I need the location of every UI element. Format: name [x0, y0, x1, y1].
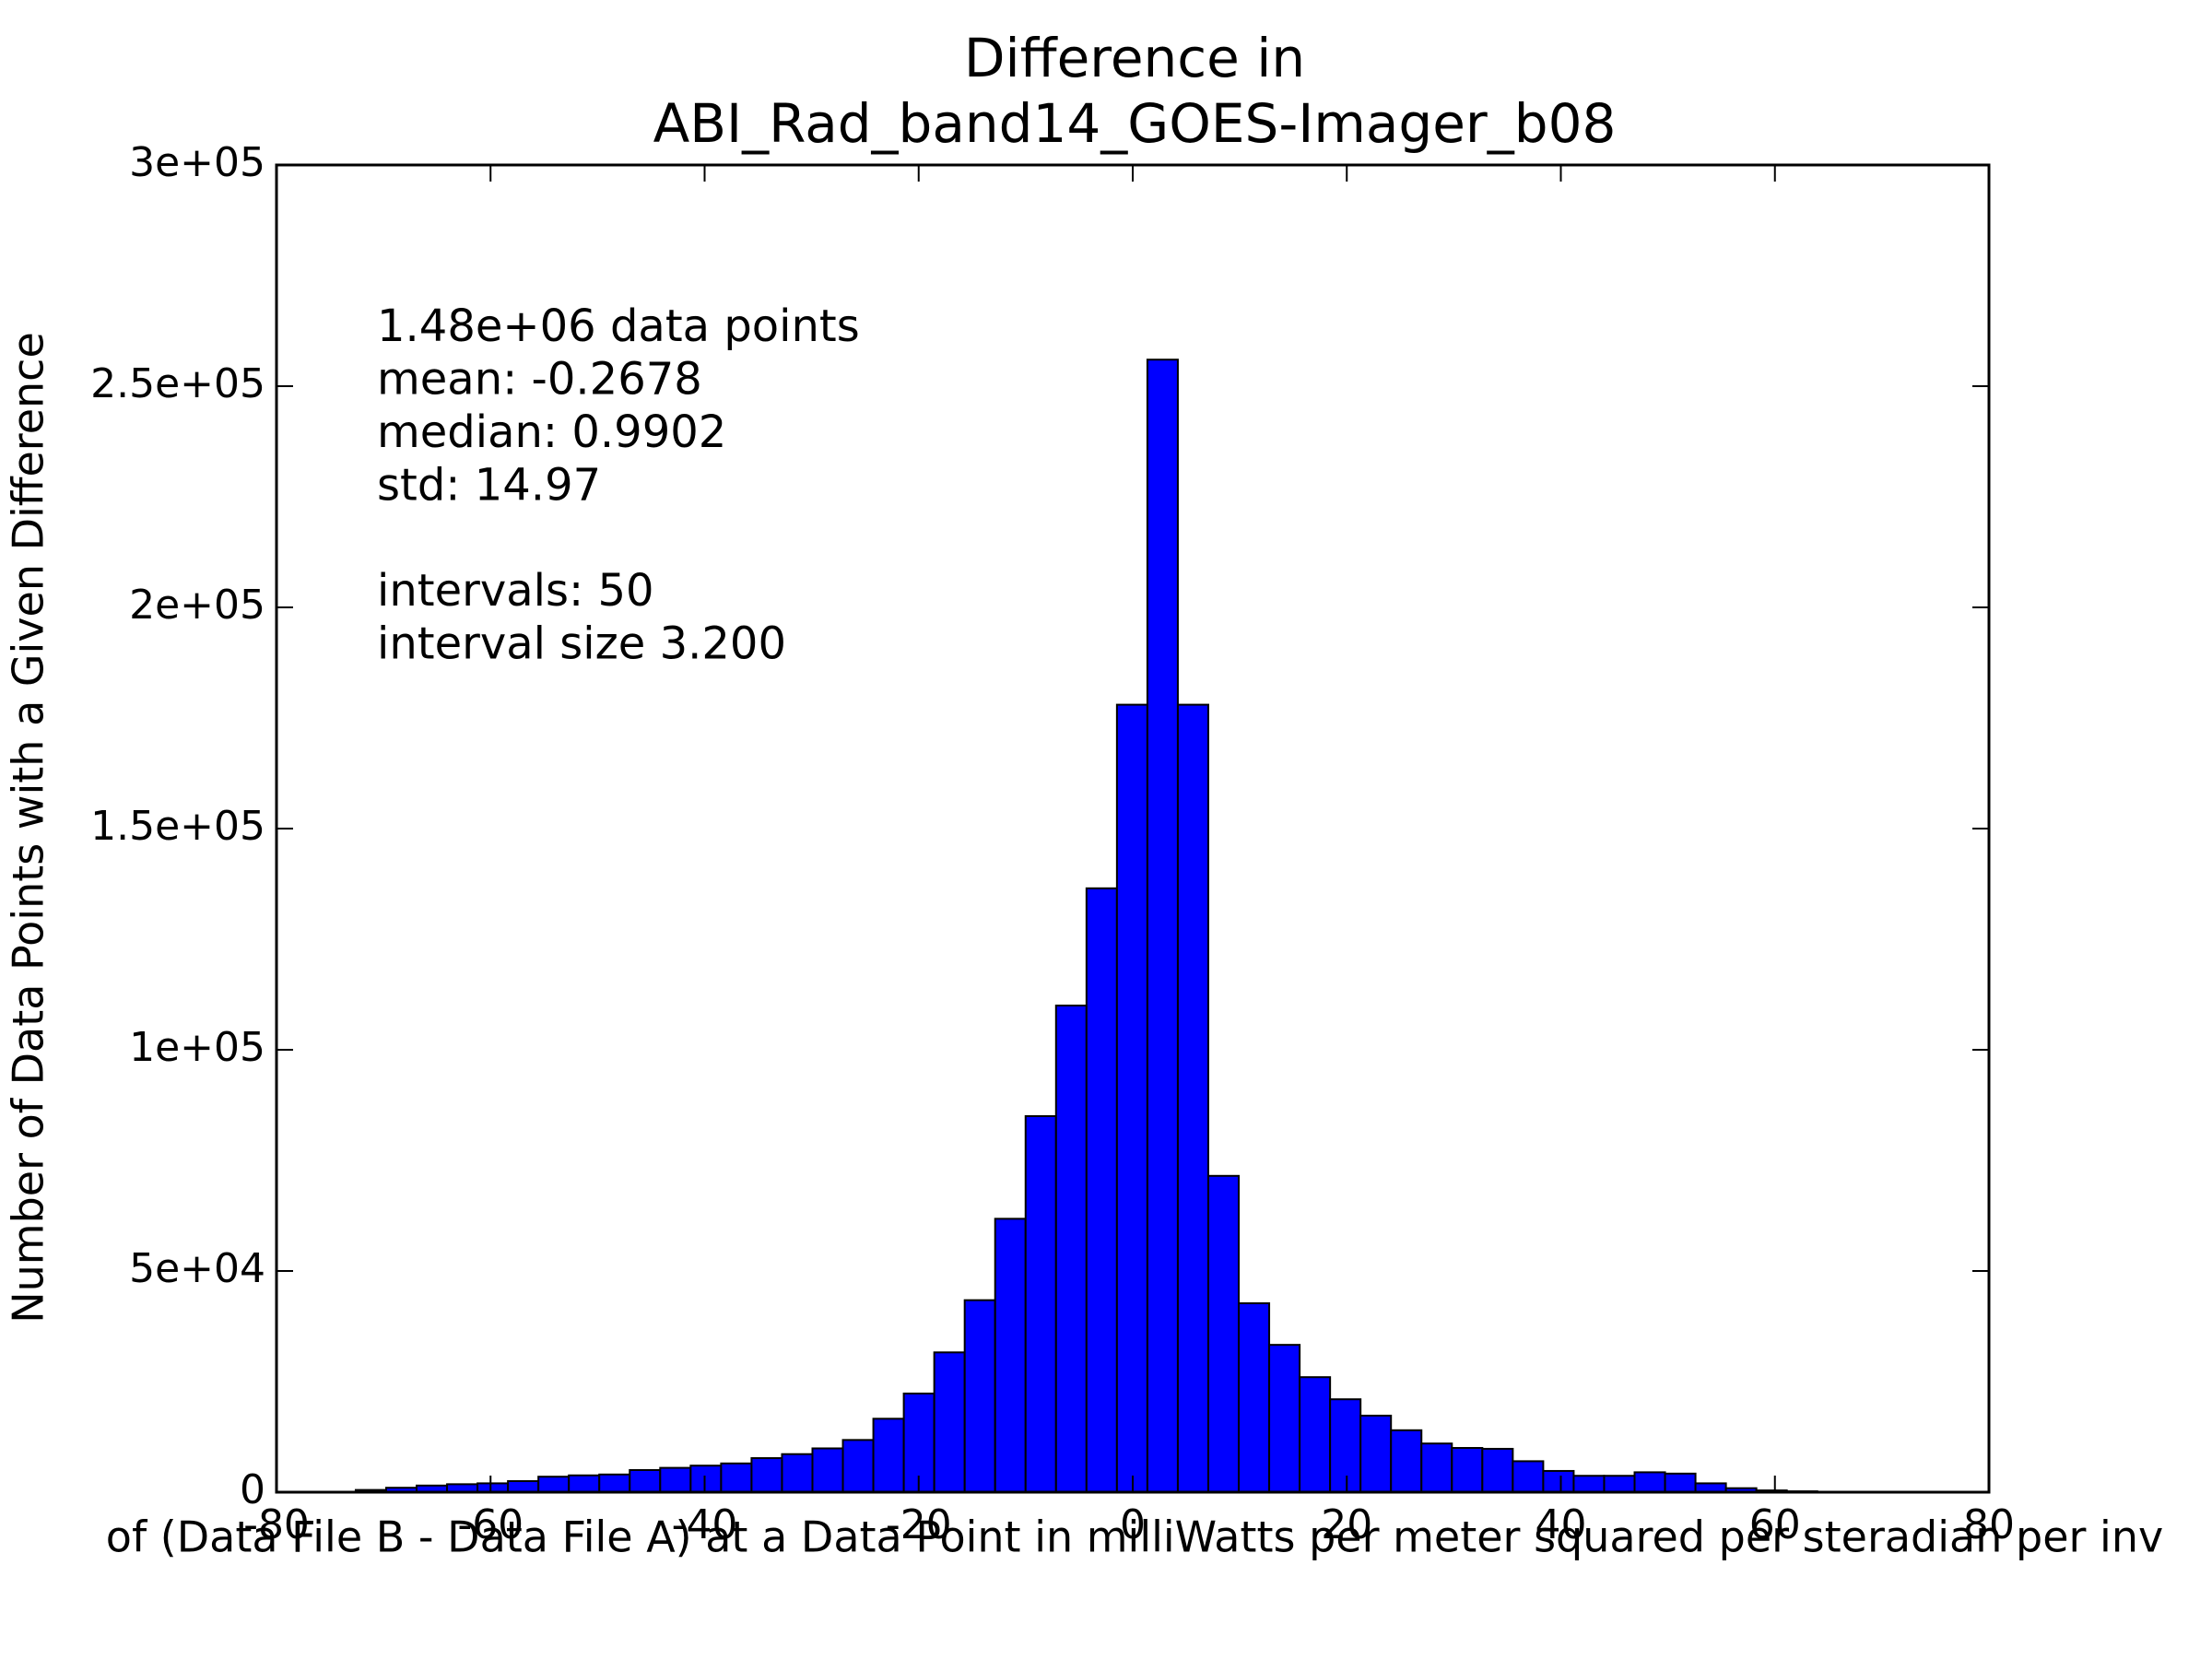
bar: [507, 1480, 540, 1493]
bar: [629, 1469, 662, 1493]
chart-title: ABI_Rad_band14_GOES-Imager_b08: [653, 92, 1617, 155]
y-tick-label: 2e+05: [129, 582, 265, 629]
x-tick-label: 20: [1321, 1501, 1372, 1548]
bar: [1299, 1376, 1332, 1493]
annotation: intervals: 50: [377, 565, 654, 617]
x-tick-label: 0: [1120, 1501, 1146, 1548]
bar: [1572, 1475, 1606, 1493]
bar: [720, 1462, 753, 1494]
bar: [1024, 1115, 1057, 1493]
y-tick-label: 3e+05: [129, 139, 265, 186]
x-tick-label: 60: [1749, 1501, 1801, 1548]
x-tick-label: -60: [457, 1501, 524, 1548]
y-axis-label: Number of Data Points with a Given Diffe…: [4, 332, 53, 1324]
bar: [1451, 1447, 1484, 1493]
x-axis-label: of (Data File B - Data File A) at a Data…: [106, 1512, 2163, 1562]
bar: [994, 1218, 1027, 1493]
bar: [1176, 703, 1209, 1493]
annotation: median: 0.9902: [377, 406, 726, 458]
annotation: std: 14.97: [377, 460, 601, 512]
x-tick-label: -40: [672, 1501, 738, 1548]
y-tick-label: 5e+04: [129, 1245, 265, 1292]
bar: [1115, 703, 1148, 1493]
bar: [1481, 1447, 1514, 1493]
bar: [568, 1474, 601, 1494]
bar: [1085, 887, 1118, 1493]
x-tick-label: 40: [1535, 1501, 1587, 1548]
bar: [811, 1447, 844, 1493]
bar: [1390, 1429, 1423, 1494]
bar: [1420, 1442, 1453, 1493]
x-tick-label: -80: [243, 1501, 310, 1548]
y-tick-label: 1e+05: [129, 1024, 265, 1071]
bar: [1206, 1174, 1241, 1494]
bar: [1664, 1472, 1697, 1493]
chart-title: Difference in: [964, 27, 1305, 89]
bar: [689, 1465, 723, 1493]
bar: [1512, 1460, 1545, 1494]
bar: [781, 1453, 814, 1493]
annotation: interval size 3.200: [377, 618, 786, 670]
bar: [659, 1466, 692, 1493]
bar: [1329, 1398, 1362, 1493]
bar: [1268, 1344, 1301, 1494]
bar: [1603, 1475, 1636, 1493]
bar: [1633, 1471, 1666, 1494]
bar: [1542, 1469, 1575, 1493]
bar: [598, 1473, 631, 1494]
bar: [537, 1476, 571, 1493]
bar: [1054, 1005, 1088, 1493]
bar: [872, 1418, 905, 1493]
y-tick-label: 2.5e+05: [90, 360, 265, 407]
bar: [1359, 1414, 1393, 1493]
bar: [933, 1351, 966, 1493]
bar: [963, 1299, 996, 1494]
annotation: 1.48e+06 data points: [377, 300, 860, 352]
annotation: mean: -0.2678: [377, 354, 702, 406]
x-tick-label: -20: [886, 1501, 952, 1548]
bar: [1146, 359, 1179, 1494]
y-tick-label: 0: [240, 1466, 265, 1513]
x-tick-label: 80: [1963, 1501, 2015, 1548]
y-tick-label: 1.5e+05: [90, 803, 265, 850]
bar: [750, 1457, 783, 1494]
bar: [841, 1439, 875, 1493]
bar: [1238, 1302, 1271, 1494]
